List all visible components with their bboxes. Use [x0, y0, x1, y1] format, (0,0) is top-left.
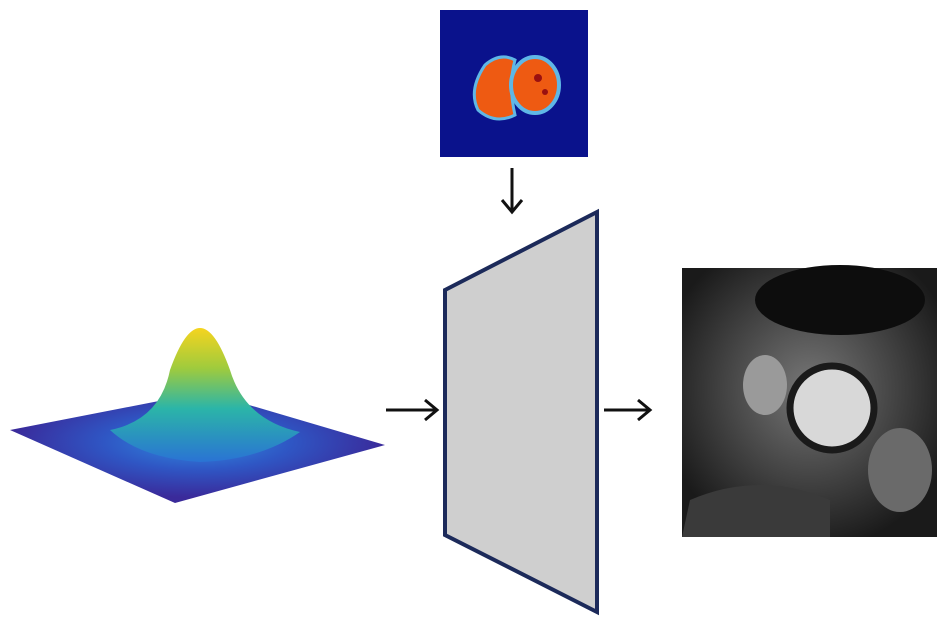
region [790, 366, 874, 450]
region [755, 265, 925, 335]
diagram [0, 0, 937, 617]
region [743, 355, 787, 415]
network-block [445, 212, 597, 612]
spot [542, 89, 548, 95]
region [868, 428, 932, 512]
gaussian-surface [10, 328, 385, 503]
surface-peak [110, 328, 300, 462]
mri-image [682, 265, 937, 537]
spot [534, 74, 542, 82]
segmentation-image [440, 10, 588, 157]
region [511, 57, 559, 113]
